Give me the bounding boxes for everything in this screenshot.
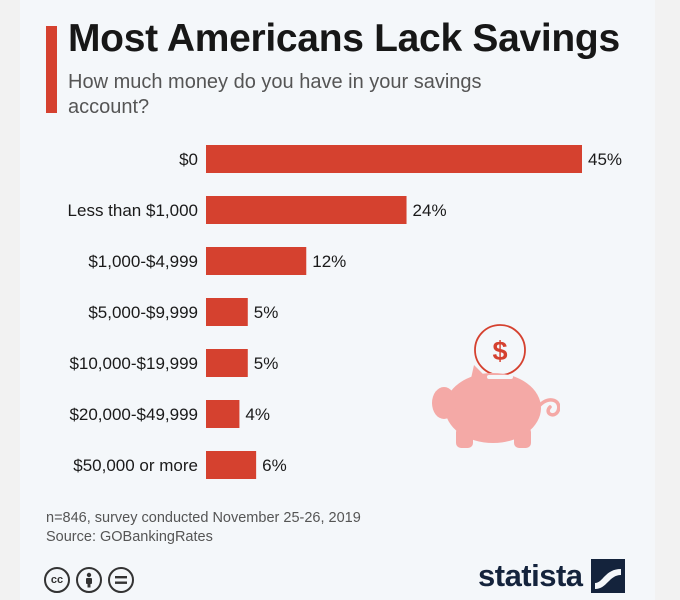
category-label: $5,000-$9,999 [88, 303, 198, 322]
value-label: 45% [588, 150, 622, 169]
footnote: n=846, survey conducted November 25-26, … [46, 509, 361, 547]
infographic-card: Most Americans Lack Savings How much mon… [20, 0, 655, 600]
logo-text: statista [478, 558, 583, 593]
bar[interactable] [206, 349, 248, 377]
title-accent-bar [46, 26, 57, 113]
logo-mark-icon [590, 559, 625, 593]
category-label: $20,000-$49,999 [69, 405, 198, 424]
bar[interactable] [206, 247, 307, 275]
license-icons: cc [44, 567, 134, 593]
category-label: Less than $1,000 [68, 201, 198, 220]
no-derivatives-icon[interactable] [108, 567, 134, 593]
value-label: 12% [312, 252, 346, 271]
bar[interactable] [206, 298, 248, 326]
value-label: 6% [262, 456, 287, 475]
creative-commons-icon[interactable]: cc [44, 567, 70, 593]
bar[interactable] [206, 400, 240, 428]
chart-title: Most Americans Lack Savings [68, 17, 620, 60]
bar[interactable] [206, 145, 582, 173]
value-label: 24% [413, 201, 447, 220]
category-label: $0 [179, 150, 198, 169]
statista-logo[interactable]: statista [478, 558, 625, 594]
source-note: Source: GOBankingRates [46, 529, 213, 545]
value-label: 5% [254, 354, 279, 373]
sample-note: n=846, survey conducted November 25-26, … [46, 510, 361, 526]
piggy-bank-icon: $ [432, 324, 560, 448]
svg-text:$: $ [492, 336, 507, 366]
bar-chart: $0 45% Less than $1,000 24% $1,000-$4,999 12%… [68, 145, 622, 479]
category-label: $10,000-$19,999 [69, 354, 198, 373]
category-label: $1,000-$4,999 [88, 252, 198, 271]
attribution-icon[interactable] [76, 567, 102, 593]
chart-subtitle: How much money do you have in your savin… [68, 71, 482, 118]
bar[interactable] [206, 196, 407, 224]
value-label: 5% [254, 303, 279, 322]
category-label: $50,000 or more [73, 456, 198, 475]
value-label: 4% [245, 405, 270, 424]
bar-group: $0 45% Less than $1,000 24% $1,000-$4,999 12%… [68, 145, 622, 479]
bar[interactable] [206, 451, 257, 479]
